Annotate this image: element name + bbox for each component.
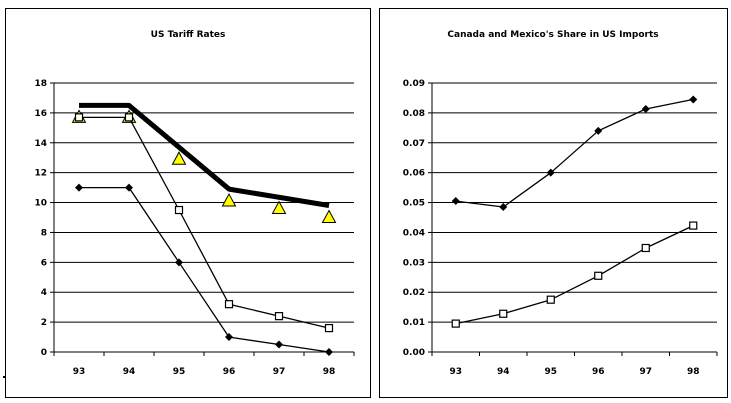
y-tick-label: 0.07	[403, 139, 425, 149]
data-point-diamond	[125, 183, 133, 192]
series-line	[455, 225, 694, 325]
data-point-triangle	[221, 193, 237, 207]
data-point-square	[124, 113, 134, 122]
y-tick-label: 4	[41, 288, 47, 298]
import-share-chart-panel: Canada and Mexico's Share in US Imports …	[379, 8, 728, 398]
data-point-diamond	[451, 197, 460, 206]
y-tick-label: 0.09	[403, 79, 425, 89]
y-tick-label: 0	[41, 348, 47, 358]
x-tick-label: 95	[173, 367, 186, 377]
series-line	[455, 98, 694, 208]
y-tick-label: 14	[34, 139, 47, 149]
data-point-triangle	[171, 151, 187, 165]
data-point-square	[274, 312, 284, 321]
chart-title: Canada and Mexico's Share in US Imports	[447, 30, 658, 40]
data-point-square	[689, 221, 698, 230]
y-tick-label: 0.04	[403, 228, 425, 238]
tariff-chart: US Tariff Rates 0 2 4 6 8 10 12 14 16 18 93 94 95 96 9…	[34, 30, 355, 377]
series-line	[79, 102, 330, 208]
y-tick-label: 10	[34, 199, 47, 209]
data-point-square	[224, 300, 234, 309]
data-point-diamond	[325, 348, 333, 356]
import-share-chart: Canada and Mexico's Share in US Imports …	[403, 30, 718, 377]
stray-mark	[3, 376, 6, 378]
y-tick-label: 0.03	[403, 258, 425, 268]
data-point-square	[641, 243, 650, 253]
y-tick-label: 6	[41, 258, 47, 268]
y-tick-label: 0.00	[403, 348, 425, 358]
x-tick-label: 96	[223, 367, 236, 377]
data-point-square	[594, 271, 603, 280]
y-tick-label: 12	[34, 169, 47, 179]
data-point-diamond	[225, 333, 233, 342]
data-point-diamond	[594, 126, 603, 135]
x-tick-label: 96	[592, 367, 605, 377]
y-tick-label: 2	[41, 318, 47, 328]
x-tick-label: 97	[639, 367, 652, 377]
y-tick-label: 0.05	[403, 199, 425, 209]
data-point-square	[74, 113, 84, 122]
data-point-diamond	[546, 168, 555, 177]
data-point-square	[499, 309, 508, 318]
data-point-square	[451, 319, 460, 328]
y-tick-label: 18	[34, 79, 47, 89]
x-tick-label: 98	[687, 367, 700, 377]
y-tick-label: 8	[41, 228, 47, 238]
x-tick-label: 98	[323, 367, 336, 377]
data-point-square	[324, 323, 334, 333]
x-tick-label: 94	[497, 367, 510, 377]
x-tick-label: 95	[544, 367, 557, 377]
data-point-diamond	[175, 258, 183, 267]
y-tick-label: 0.01	[403, 318, 425, 328]
series-line	[79, 186, 330, 353]
data-point-diamond	[75, 183, 83, 192]
data-point-diamond	[499, 203, 508, 212]
y-tick-label: 0.02	[403, 288, 425, 298]
data-point-square	[546, 295, 555, 304]
tariff-chart-panel: US Tariff Rates 0 2 4 6 8 10 12 14 16 18 93 94 95 96 9…	[5, 8, 371, 398]
chart-title: US Tariff Rates	[151, 30, 226, 40]
x-tick-label: 97	[273, 367, 286, 377]
y-tick-label: 16	[34, 109, 47, 119]
x-tick-label: 93	[73, 367, 86, 377]
data-point-square	[174, 205, 184, 215]
data-point-diamond	[689, 95, 698, 104]
series-line	[79, 116, 330, 329]
data-point-diamond	[641, 105, 650, 114]
y-tick-label: 0.08	[403, 109, 425, 119]
data-point-diamond	[275, 340, 283, 349]
data-point-triangle	[271, 200, 287, 215]
x-tick-label: 93	[449, 367, 462, 377]
y-tick-label: 0.06	[403, 169, 425, 179]
data-point-triangle	[321, 209, 337, 223]
x-tick-label: 94	[123, 367, 136, 377]
